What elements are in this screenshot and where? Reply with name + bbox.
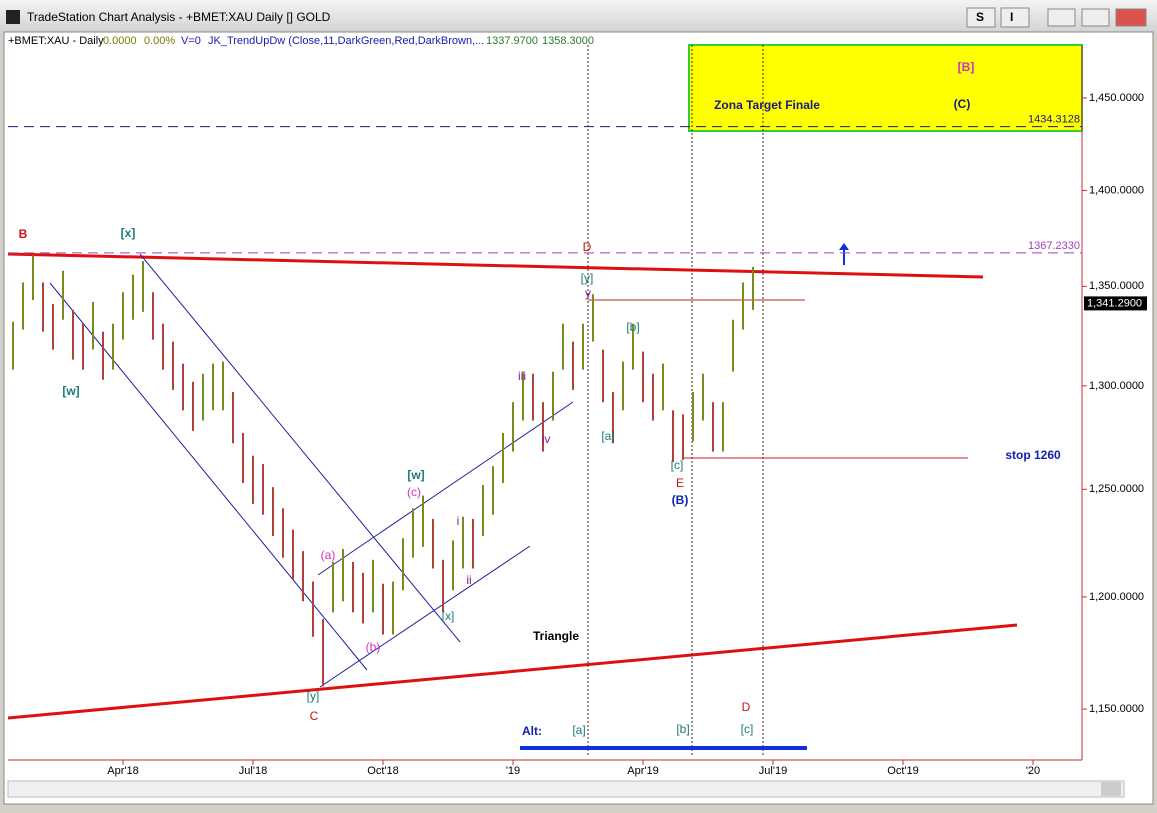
chart-area (3, 31, 1154, 805)
channel-line (319, 545, 531, 688)
wave-label: y (585, 286, 591, 300)
wave-label: [c] (741, 722, 754, 736)
scrollbar[interactable] (7, 780, 1125, 798)
lower-trendline (7, 623, 1018, 720)
style-button-label: S (976, 10, 984, 24)
wave-label: [y] (581, 271, 594, 285)
title-bar (0, 0, 1157, 36)
x-tick-label: Apr'19 (627, 765, 658, 777)
wave-label: E (676, 476, 684, 490)
wave-label: [c] (671, 458, 684, 472)
x-tick-label: '20 (1026, 765, 1040, 777)
wave-label: C (310, 709, 319, 723)
indicator-button[interactable] (1000, 7, 1030, 28)
x-tick-label: Jul'19 (759, 765, 787, 777)
change: 0.0000 (103, 35, 137, 47)
minimize-button[interactable] (1047, 8, 1076, 27)
level-label: 1434.3128 (1028, 114, 1080, 126)
close-button[interactable] (1115, 8, 1147, 27)
level-label: 1367.2330 (1028, 240, 1080, 252)
wave-label: D (583, 240, 592, 254)
pattern-label: Triangle (533, 629, 579, 643)
wave-label: (C) (954, 97, 971, 111)
wave-label: [a] (601, 429, 614, 443)
channel-line (139, 253, 461, 643)
wave-label: ii (466, 573, 471, 587)
header: +BMET:XAU - Daily 0.0000 0.00% V=0 JK_Tr… (8, 35, 594, 47)
upper-trendline (7, 252, 984, 279)
wave-label: (b) (366, 640, 381, 654)
wave-label: (c) (407, 485, 421, 499)
wave-label: iii (518, 369, 526, 383)
high: 1358.3000 (542, 35, 594, 47)
up-arrow-head (839, 243, 849, 250)
x-tick-label: Oct'18 (367, 765, 398, 777)
wave-label: [y] (307, 689, 320, 703)
y-tick-label: 1,200.0000 (1089, 591, 1144, 603)
y-tick-label: 1,350.0000 (1089, 280, 1144, 292)
y-tick-label: 1,400.0000 (1089, 184, 1144, 196)
window-title: TradeStation Chart Analysis - +BMET:XAU … (27, 10, 331, 24)
y-tick-label: 1,250.0000 (1089, 483, 1144, 495)
last-price-box (1084, 296, 1147, 311)
wave-label: [b] (626, 320, 639, 334)
wave-label: D (742, 700, 751, 714)
wave-label: B (19, 227, 28, 241)
y-tick-label: 1,450.0000 (1089, 92, 1144, 104)
indicator-button-label: I (1010, 10, 1013, 24)
target-zone (688, 44, 1083, 132)
style-button[interactable] (966, 7, 996, 28)
wave-label: [b] (676, 722, 689, 736)
wave-label: [w] (407, 468, 424, 482)
x-tick-label: Oct'19 (887, 765, 918, 777)
wave-label: [B] (958, 60, 975, 74)
x-tick-label: Jul'18 (239, 765, 267, 777)
alt-label: Alt: (522, 724, 542, 738)
x-tick-label: '19 (506, 765, 520, 777)
wave-label: [x] (121, 226, 136, 240)
target-label: Zona Target Finale (714, 98, 820, 112)
symbol: +BMET:XAU - Daily (8, 35, 104, 47)
wave-label: (a) (321, 548, 336, 562)
scroll-thumb[interactable] (1101, 782, 1121, 796)
y-tick-label: 1,300.0000 (1089, 380, 1144, 392)
wave-label: [a] (572, 723, 585, 737)
indicator: JK_TrendUpDw (Close,11,DarkGreen,Red,Dar… (208, 35, 484, 47)
y-tick-label: 1,150.0000 (1089, 703, 1144, 715)
wave-label: [w] (62, 384, 79, 398)
wave-label: [x] (442, 609, 455, 623)
low: 1337.9700 (486, 35, 538, 47)
annotations: B [x] [w] D [y] y [b] iii iv [a] [c] E (… (19, 60, 1061, 738)
last-price-label: 1,341.2900 (1087, 297, 1142, 309)
wave-label: (B) (672, 493, 689, 507)
volume: V=0 (181, 35, 201, 47)
wave-label: iv (542, 432, 551, 446)
wave-label: i (457, 514, 460, 528)
maximize-button[interactable] (1081, 8, 1110, 27)
app-icon (6, 10, 20, 24)
x-tick-label: Apr'18 (107, 765, 138, 777)
change-pct: 0.00% (144, 35, 175, 47)
stop-label: stop 1260 (1005, 448, 1061, 462)
channel-line (317, 401, 574, 576)
